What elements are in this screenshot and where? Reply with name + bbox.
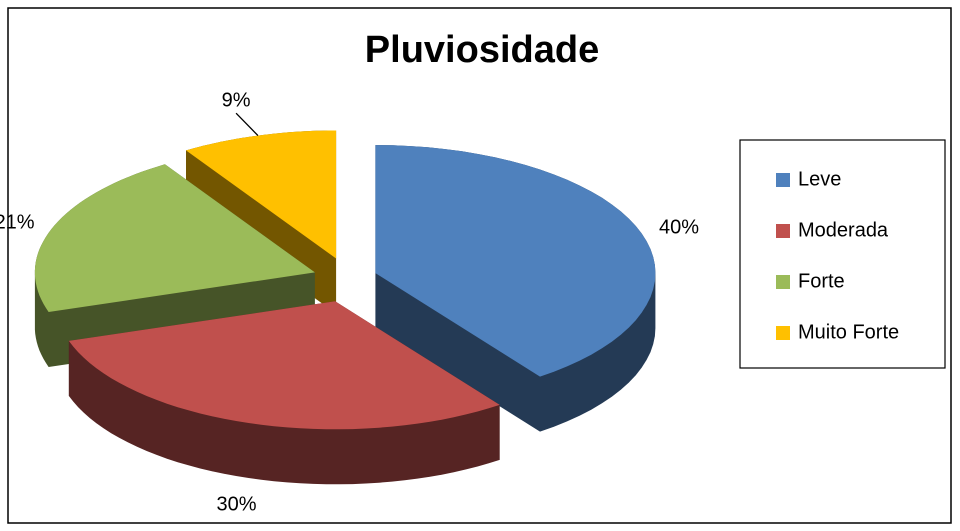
leader-line <box>235 112 259 137</box>
legend-swatch <box>776 224 790 238</box>
slice <box>68 301 500 430</box>
legend-label: Moderada <box>798 219 889 241</box>
data-label: 40% <box>659 216 699 238</box>
legend-swatch <box>776 173 790 187</box>
legend-swatch <box>776 275 790 289</box>
legend-box <box>739 139 946 369</box>
data-label: 9% <box>222 89 251 111</box>
chart-title: Pluviosidade <box>365 29 599 71</box>
slice <box>375 145 656 377</box>
legend-swatch <box>776 326 790 340</box>
slice <box>34 164 315 312</box>
legend-label: Leve <box>798 168 841 190</box>
data-label: 30% <box>216 493 256 515</box>
slice <box>186 130 337 259</box>
legend-label: Muito Forte <box>798 321 899 343</box>
data-label: 21% <box>0 211 35 233</box>
legend-label: Forte <box>798 270 845 292</box>
